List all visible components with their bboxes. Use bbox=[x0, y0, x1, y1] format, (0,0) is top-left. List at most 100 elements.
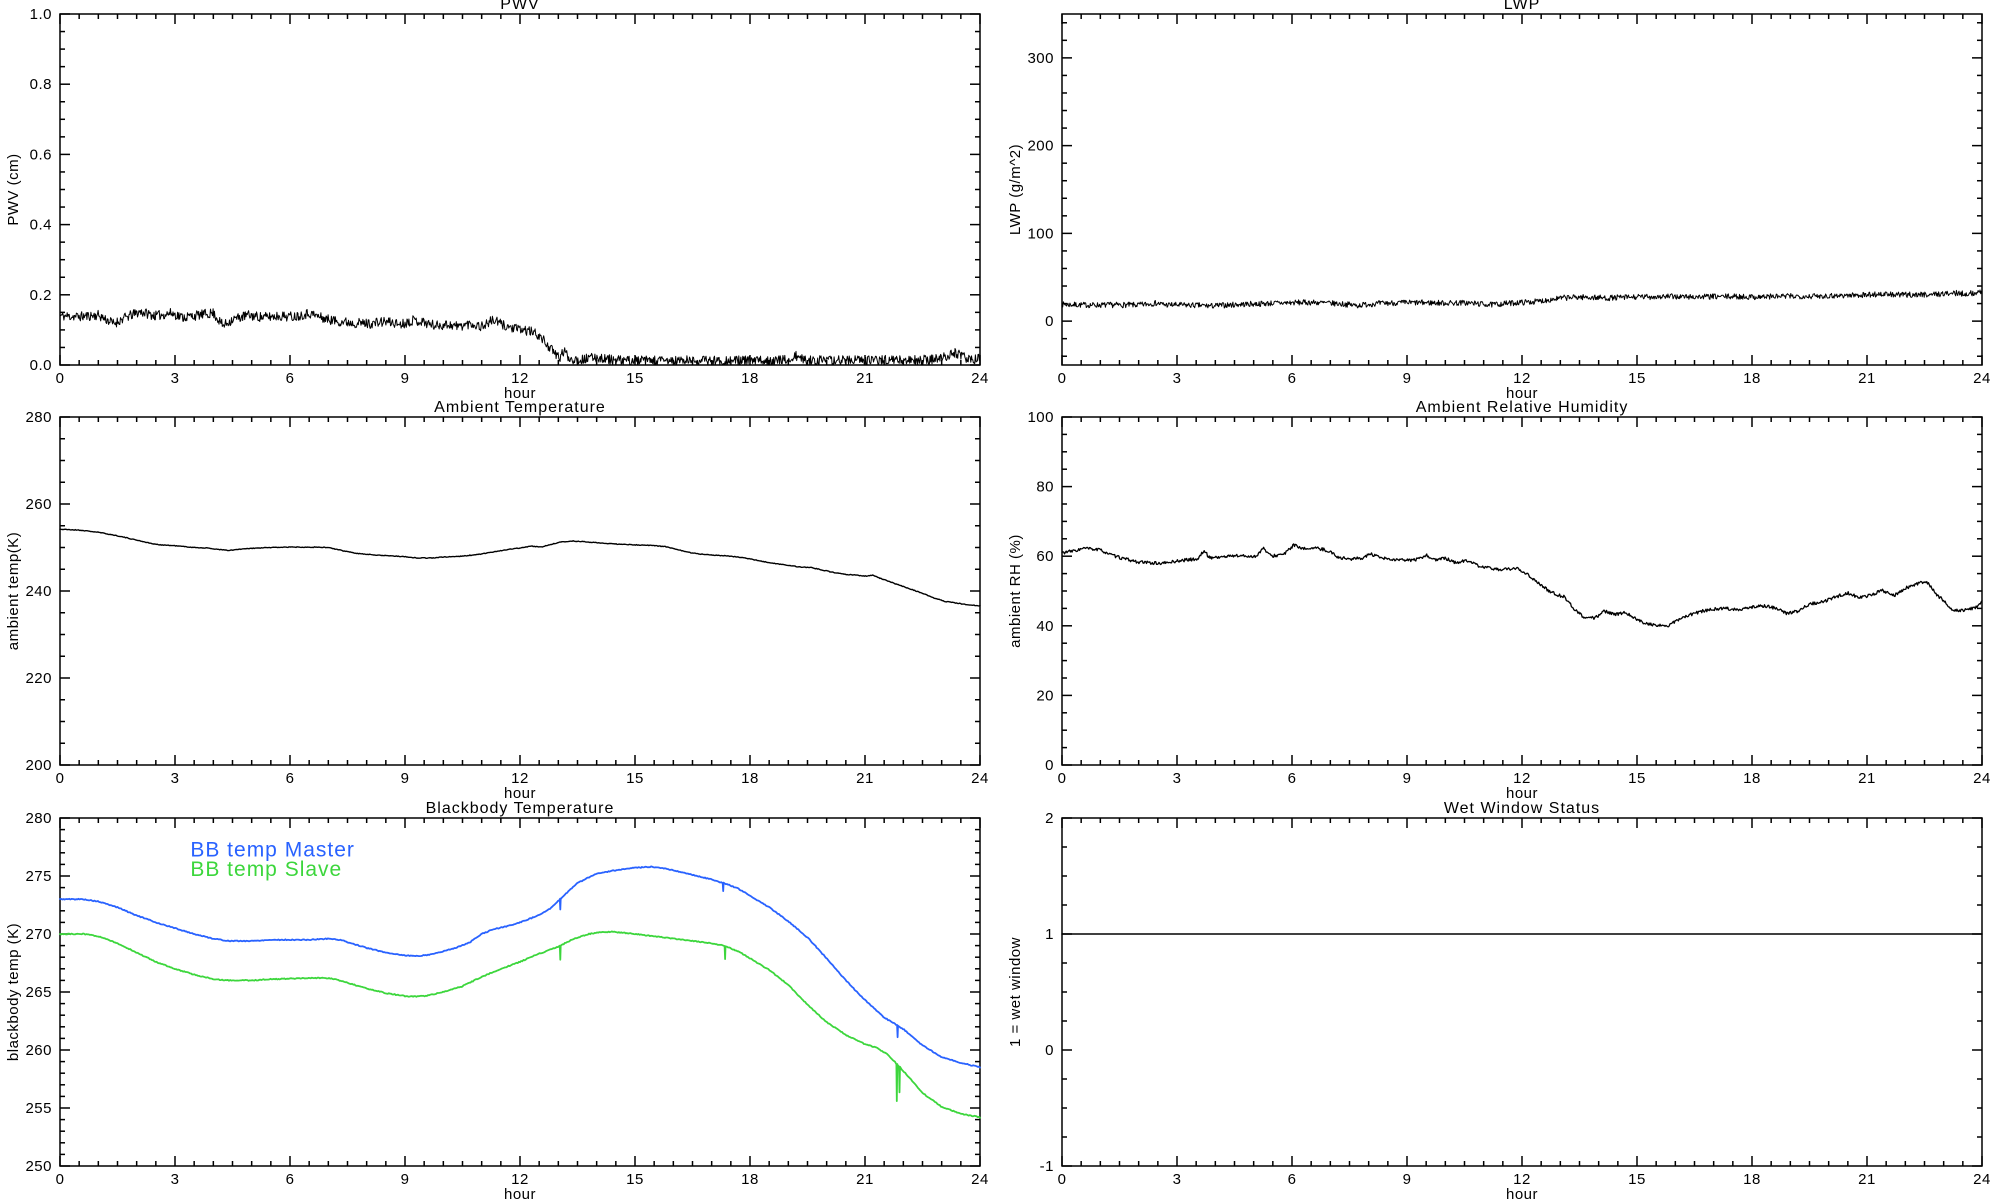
x-tick-label: 12 bbox=[511, 370, 529, 387]
y-tick-label: 265 bbox=[25, 984, 52, 1001]
x-tick-label: 3 bbox=[1173, 770, 1182, 787]
legend-label: BB temp Slave bbox=[190, 858, 342, 881]
legend-label: BB temp Master bbox=[190, 838, 355, 861]
chart-title: Ambient Temperature bbox=[434, 399, 606, 416]
series-line-lwp bbox=[1061, 289, 1983, 309]
x-tick-label: 12 bbox=[511, 770, 529, 787]
ticks bbox=[1061, 14, 1983, 365]
y-tick-label: 250 bbox=[25, 1158, 52, 1175]
x-tick-label: 0 bbox=[56, 770, 65, 787]
x-tick-label: 24 bbox=[1973, 370, 1991, 387]
x-axis-label: hour bbox=[1506, 1186, 1538, 1200]
y-axis-label: blackbody temp (K) bbox=[5, 923, 22, 1061]
y-tick-label: 60 bbox=[1036, 548, 1054, 565]
x-tick-label: 15 bbox=[1628, 370, 1646, 387]
x-tick-label: 18 bbox=[1743, 1171, 1761, 1188]
y-tick-label: 270 bbox=[25, 926, 52, 943]
x-tick-label: 9 bbox=[1403, 370, 1412, 387]
x-tick-label: 18 bbox=[741, 770, 759, 787]
axes-frame bbox=[1061, 817, 1983, 1167]
y-axis-label: ambient RH (%) bbox=[1007, 534, 1024, 648]
series-line-bb-temp-slave bbox=[59, 930, 981, 1119]
x-tick-label: 24 bbox=[971, 770, 989, 787]
x-tick-label: 6 bbox=[1288, 1171, 1297, 1188]
axes-frame bbox=[59, 416, 981, 766]
x-tick-label: 0 bbox=[1058, 770, 1067, 787]
y-tick-label: 0.0 bbox=[30, 357, 52, 374]
x-tick-label: 15 bbox=[626, 370, 644, 387]
x-axis-label: hour bbox=[504, 1186, 536, 1200]
x-tick-label: 18 bbox=[741, 370, 759, 387]
x-tick-label: 24 bbox=[971, 1171, 989, 1188]
y-tick-label: 100 bbox=[1027, 225, 1054, 242]
x-tick-label: 18 bbox=[1743, 770, 1761, 787]
x-tick-label: 3 bbox=[171, 370, 180, 387]
chart-title: Wet Window Status bbox=[1444, 800, 1600, 817]
x-tick-label: 9 bbox=[401, 370, 410, 387]
chart-pwv: 0 3 6 9 12 15 18 21 24 0.0 0.2 0.4 0.6 0.8 1.0 PWV hour P… bbox=[5, 0, 989, 402]
chart-ambient-relative-humidity: 0 3 6 9 12 15 18 21 24 0 20 40 60 80 100 Ambient Relati… bbox=[1007, 399, 1990, 802]
y-axis-label: 1 = wet window bbox=[1007, 937, 1024, 1047]
y-tick-label: 1.0 bbox=[30, 6, 52, 23]
x-tick-label: 3 bbox=[171, 770, 180, 787]
x-tick-label: 21 bbox=[856, 370, 874, 387]
y-tick-label: 100 bbox=[1027, 409, 1054, 426]
y-tick-label: 275 bbox=[25, 868, 52, 885]
series-line-bb-temp-master bbox=[59, 865, 981, 1069]
series-line-ambient-temp bbox=[59, 528, 981, 607]
y-tick-label: 240 bbox=[25, 583, 52, 600]
y-tick-label: 0 bbox=[1045, 313, 1054, 330]
y-tick-label: 280 bbox=[25, 409, 52, 426]
ticks bbox=[1061, 817, 1983, 1167]
x-tick-label: 6 bbox=[286, 770, 295, 787]
x-tick-label: 21 bbox=[856, 1171, 874, 1188]
x-tick-label: 6 bbox=[1288, 370, 1297, 387]
x-tick-label: 21 bbox=[1858, 770, 1876, 787]
y-tick-label: 200 bbox=[1027, 138, 1054, 155]
x-tick-label: 0 bbox=[1058, 1171, 1067, 1188]
y-axis-label: LWP (g/m^2) bbox=[1007, 144, 1024, 235]
y-tick-label: 40 bbox=[1036, 618, 1054, 635]
y-tick-label: 260 bbox=[25, 496, 52, 513]
y-tick-label: 80 bbox=[1036, 479, 1054, 496]
chart-lwp: 0 3 6 9 12 15 18 21 24 0 100 200 300 LWP hour LWP (g/m^… bbox=[1007, 0, 1991, 402]
x-tick-label: 3 bbox=[1173, 370, 1182, 387]
y-tick-label: 0.2 bbox=[30, 287, 52, 304]
x-axis-label: hour bbox=[504, 385, 536, 402]
ticks bbox=[1061, 416, 1983, 766]
chart-title: Ambient Relative Humidity bbox=[1416, 399, 1629, 416]
y-tick-label: 20 bbox=[1036, 687, 1054, 704]
y-axis-label: ambient temp(K) bbox=[5, 532, 22, 650]
x-tick-label: 12 bbox=[1513, 1171, 1531, 1188]
x-tick-label: 9 bbox=[401, 1171, 410, 1188]
x-tick-label: 15 bbox=[626, 1171, 644, 1188]
y-tick-label: -1 bbox=[1040, 1158, 1054, 1175]
y-tick-label: 200 bbox=[25, 757, 52, 774]
ticks bbox=[59, 817, 981, 1167]
axes-frame bbox=[1061, 416, 1983, 766]
y-tick-label: 0.4 bbox=[30, 217, 52, 234]
x-tick-label: 0 bbox=[1058, 370, 1067, 387]
y-tick-label: 0.8 bbox=[30, 76, 52, 93]
x-tick-label: 21 bbox=[1858, 1171, 1876, 1188]
x-tick-label: 24 bbox=[971, 370, 989, 387]
x-tick-label: 6 bbox=[286, 370, 295, 387]
axes-frame bbox=[1061, 13, 1983, 366]
x-tick-label: 15 bbox=[1628, 770, 1646, 787]
x-tick-label: 12 bbox=[1513, 370, 1531, 387]
x-tick-label: 12 bbox=[1513, 770, 1531, 787]
x-axis-label: hour bbox=[504, 785, 536, 802]
x-tick-label: 3 bbox=[1173, 1171, 1182, 1188]
y-tick-label: 0 bbox=[1045, 1042, 1054, 1059]
x-tick-label: 9 bbox=[401, 770, 410, 787]
x-tick-label: 21 bbox=[856, 770, 874, 787]
x-tick-label: 15 bbox=[1628, 1171, 1646, 1188]
x-tick-label: 18 bbox=[1743, 370, 1761, 387]
y-tick-label: 2 bbox=[1045, 810, 1054, 827]
y-tick-label: 220 bbox=[25, 670, 52, 687]
x-tick-label: 18 bbox=[741, 1171, 759, 1188]
x-tick-label: 9 bbox=[1403, 1171, 1412, 1188]
y-tick-label: 255 bbox=[25, 1100, 52, 1117]
x-tick-label: 0 bbox=[56, 370, 65, 387]
